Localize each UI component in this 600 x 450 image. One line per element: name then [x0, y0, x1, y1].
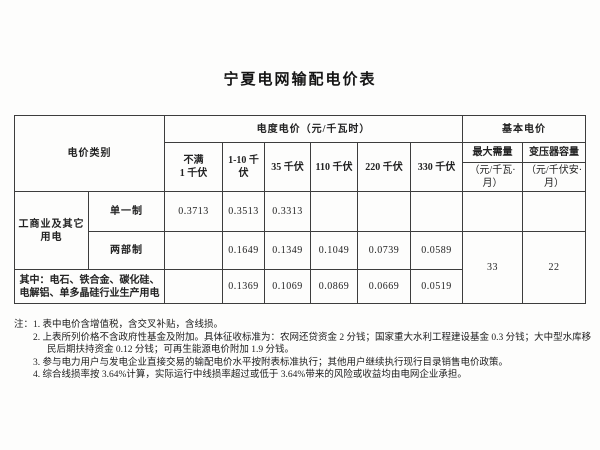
basic-price-cell-transformer-empty — [522, 191, 586, 232]
notes-prefix: 注： — [14, 320, 34, 330]
price-cell: 0.0739 — [357, 231, 411, 270]
header-row-groups: 电价类别 电度电价（元/千瓦时） 基本电价 — [14, 115, 586, 192]
price-cell: 0.3313 — [264, 191, 311, 232]
col-header-max-demand: 最大需量 — [462, 142, 523, 163]
row-label-special-industries: 其中：电石、铁合金、碳化硅、电解铝、单多晶硅行业生产用电 — [14, 269, 165, 304]
table-row-special-industries: 其中：电石、铁合金、碳化硅、电解铝、单多晶硅行业生产用电 0.1369 0.10… — [14, 269, 586, 304]
price-cell — [164, 231, 223, 270]
notes-list: 1. 表中电价含增值税，含交叉补贴，含线损。 2. 上表所列价格不含政府性基金及… — [33, 319, 592, 382]
col-header-voltage-330kv: 330 千伏 — [410, 142, 463, 192]
table-row-two-part-system: 两部制 0.1649 0.1349 0.1049 0.0739 0.0589 3… — [15, 231, 586, 304]
price-cell: 0.1649 — [222, 231, 265, 270]
basic-price-cell-transformer: 22 — [522, 231, 586, 304]
note-item-2: 2. 上表所列价格不含政府性基金及附加。具体征收标准为：农网还贷资金 2 分钱；… — [33, 332, 592, 356]
col-header-voltage-under-1kv: 不满 1 千伏 — [164, 142, 223, 192]
header-row-columns: 不满 1 千伏 1-10 千 伏 35 千伏 110 千伏 220 千伏 330… — [15, 142, 586, 192]
price-table: 电价类别 电度电价（元/千瓦时） 基本电价 不满 1 千伏 1-10 千 伏 3… — [14, 115, 586, 304]
basic-price-cell-max-demand-empty — [462, 191, 523, 232]
price-cell: 0.1049 — [310, 231, 358, 270]
col-header-voltage-220kv: 220 千伏 — [357, 142, 411, 192]
unit-max-demand: （元/千瓦·月） — [462, 162, 523, 192]
row-label-two-part-system: 两部制 — [88, 231, 165, 270]
notes: 注： 1. 表中电价含增值税，含交叉补贴，含线损。 2. 上表所列价格不含政府性… — [14, 319, 592, 382]
price-cell — [357, 191, 411, 232]
note-item-1: 1. 表中电价含增值税，含交叉补贴，含线损。 — [33, 320, 224, 330]
price-cell: 0.1369 — [222, 269, 265, 304]
note-item-3: 3. 参与电力用户与发电企业直接交易的输配电价水平按附表标准执行；其他用户继续执… — [33, 357, 509, 368]
col-header-voltage-35kv: 35 千伏 — [264, 142, 311, 192]
price-cell: 0.0869 — [310, 269, 358, 304]
basic-price-cell-max-demand: 33 — [462, 231, 523, 304]
header-energy-price-group: 电度电价（元/千瓦时） — [164, 115, 463, 143]
price-cell: 0.0589 — [410, 231, 463, 270]
price-cell — [410, 191, 463, 232]
price-cell: 0.1349 — [264, 231, 311, 270]
header-row-units: （元/千瓦·月） （元/千伏安·月） — [15, 162, 586, 192]
price-cell: 0.0669 — [357, 269, 411, 304]
price-cell: 0.3513 — [222, 191, 265, 232]
price-cell: 0.1069 — [264, 269, 311, 304]
note-item-4: 4. 综合线损率按 3.64%计算，实际运行中线损率超过或低于 3.64%带来的… — [33, 370, 467, 380]
col-header-transformer-capacity: 变压器容量 — [522, 142, 586, 163]
header-category: 电价类别 — [14, 115, 165, 192]
col-header-voltage-110kv: 110 千伏 — [310, 142, 358, 192]
header-basic-price-group: 基本电价 — [462, 115, 586, 143]
row-label-single-system: 单一制 — [88, 191, 165, 232]
price-cell — [310, 191, 358, 232]
table-row-single-system: 工商业及其它 用电 单一制 0.3713 0.3513 0.3313 — [14, 191, 586, 270]
unit-transformer-capacity: （元/千伏安·月） — [522, 162, 586, 192]
price-cell: 0.0519 — [410, 269, 463, 304]
page-title: 宁夏电网输配电价表 — [223, 72, 377, 88]
col-header-voltage-1-10kv: 1-10 千 伏 — [222, 142, 265, 192]
price-cell — [164, 269, 223, 304]
price-cell: 0.3713 — [164, 191, 223, 232]
row-group-label-industry: 工商业及其它 用电 — [14, 191, 89, 270]
